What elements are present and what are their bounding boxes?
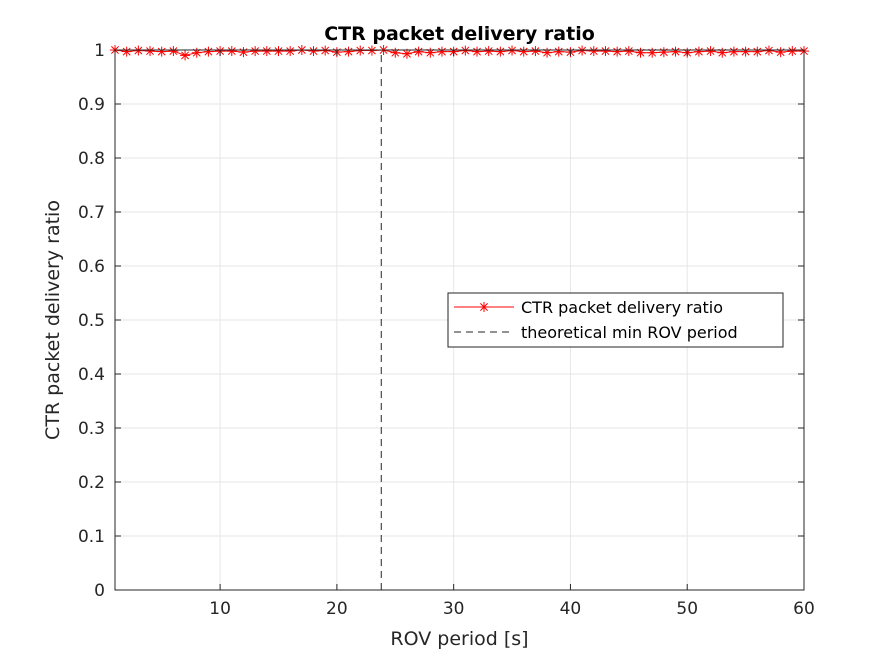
data-point-marker	[717, 47, 728, 58]
data-point-marker	[145, 46, 156, 57]
y-tick-label: 0.8	[78, 149, 105, 169]
data-point-marker	[121, 46, 132, 57]
data-point-marker	[285, 46, 296, 57]
y-tick-label: 0.9	[78, 95, 105, 115]
data-point-marker	[600, 46, 611, 57]
x-axis-label: ROV period [s]	[390, 628, 528, 650]
data-point-marker	[390, 47, 401, 58]
data-point-marker	[180, 50, 191, 61]
chart-title: CTR packet delivery ratio	[324, 23, 595, 45]
data-point-marker	[261, 46, 272, 57]
legend-box	[447, 292, 784, 348]
x-tick-label: 40	[560, 599, 582, 619]
data-point-marker	[647, 47, 658, 58]
data-point-marker	[728, 46, 739, 57]
data-point-marker	[133, 45, 144, 56]
data-point-marker	[308, 46, 319, 57]
data-point-marker	[530, 46, 541, 57]
data-point-marker	[273, 46, 284, 57]
data-point-marker	[436, 46, 447, 57]
data-point-marker	[658, 47, 669, 58]
y-axis-label: CTR packet delivery ratio	[42, 200, 64, 440]
legend-asterisk-marker	[479, 302, 489, 312]
data-point-marker	[787, 46, 798, 57]
data-point-marker	[156, 46, 167, 57]
data-point-marker	[355, 45, 366, 56]
data-point-marker	[250, 46, 261, 57]
y-tick-label: 0.6	[78, 257, 105, 277]
axis-ticks: 0 0.1 0.2 0.3 0.4 0.5 0.6 0.7 0.8 0.9 1 10 20 30 40 50 6…	[78, 41, 815, 619]
data-point-marker	[693, 46, 704, 57]
y-tick-label: 0.7	[78, 203, 105, 223]
y-tick-label: 0.4	[78, 365, 105, 385]
data-point-marker	[472, 46, 483, 57]
data-point-marker	[460, 45, 471, 56]
data-point-marker	[191, 47, 202, 58]
y-tick-label: 0.5	[78, 311, 105, 331]
x-tick-label: 60	[793, 599, 815, 619]
x-tick-label: 10	[209, 599, 231, 619]
x-tick-label: 30	[443, 599, 465, 619]
data-point-marker	[635, 47, 646, 58]
data-point-marker	[553, 46, 564, 57]
data-point-marker	[542, 47, 553, 58]
y-tick-label: 0.3	[78, 419, 105, 439]
data-point-marker	[752, 46, 763, 57]
data-point-marker	[740, 46, 751, 57]
data-point-marker	[483, 46, 494, 57]
x-tick-label: 50	[676, 599, 698, 619]
data-point-marker	[226, 46, 237, 57]
data-point-marker	[518, 46, 529, 57]
data-point-marker	[168, 46, 179, 57]
x-tick-label: 20	[326, 599, 348, 619]
data-point-marker	[495, 46, 506, 57]
data-point-marker	[612, 46, 623, 57]
data-point-marker	[366, 45, 377, 56]
legend-entry-ctr: CTR packet delivery ratio	[521, 298, 723, 317]
data-point-marker	[203, 46, 214, 57]
data-point-marker	[705, 46, 716, 57]
data-point-marker	[623, 46, 634, 57]
data-point-marker	[238, 47, 249, 58]
data-point-marker	[320, 45, 331, 56]
data-point-marker	[413, 46, 424, 57]
legend-entry-theoretical-min: theoretical min ROV period	[521, 323, 738, 342]
data-point-marker	[588, 46, 599, 57]
data-point-marker	[670, 46, 681, 57]
data-point-marker	[763, 45, 774, 56]
legend-marker-asterisk-icon	[479, 302, 489, 312]
y-tick-label: 0	[94, 581, 105, 601]
data-point-marker	[577, 45, 588, 56]
data-point-marker	[775, 47, 786, 58]
y-tick-label: 0.1	[78, 527, 105, 547]
data-point-marker	[343, 46, 354, 57]
data-point-marker	[425, 47, 436, 58]
legend: CTR packet delivery ratio theoretical mi…	[447, 292, 784, 348]
y-tick-label: 1	[94, 41, 105, 61]
y-tick-label: 0.2	[78, 473, 105, 493]
data-point-marker	[507, 45, 518, 56]
